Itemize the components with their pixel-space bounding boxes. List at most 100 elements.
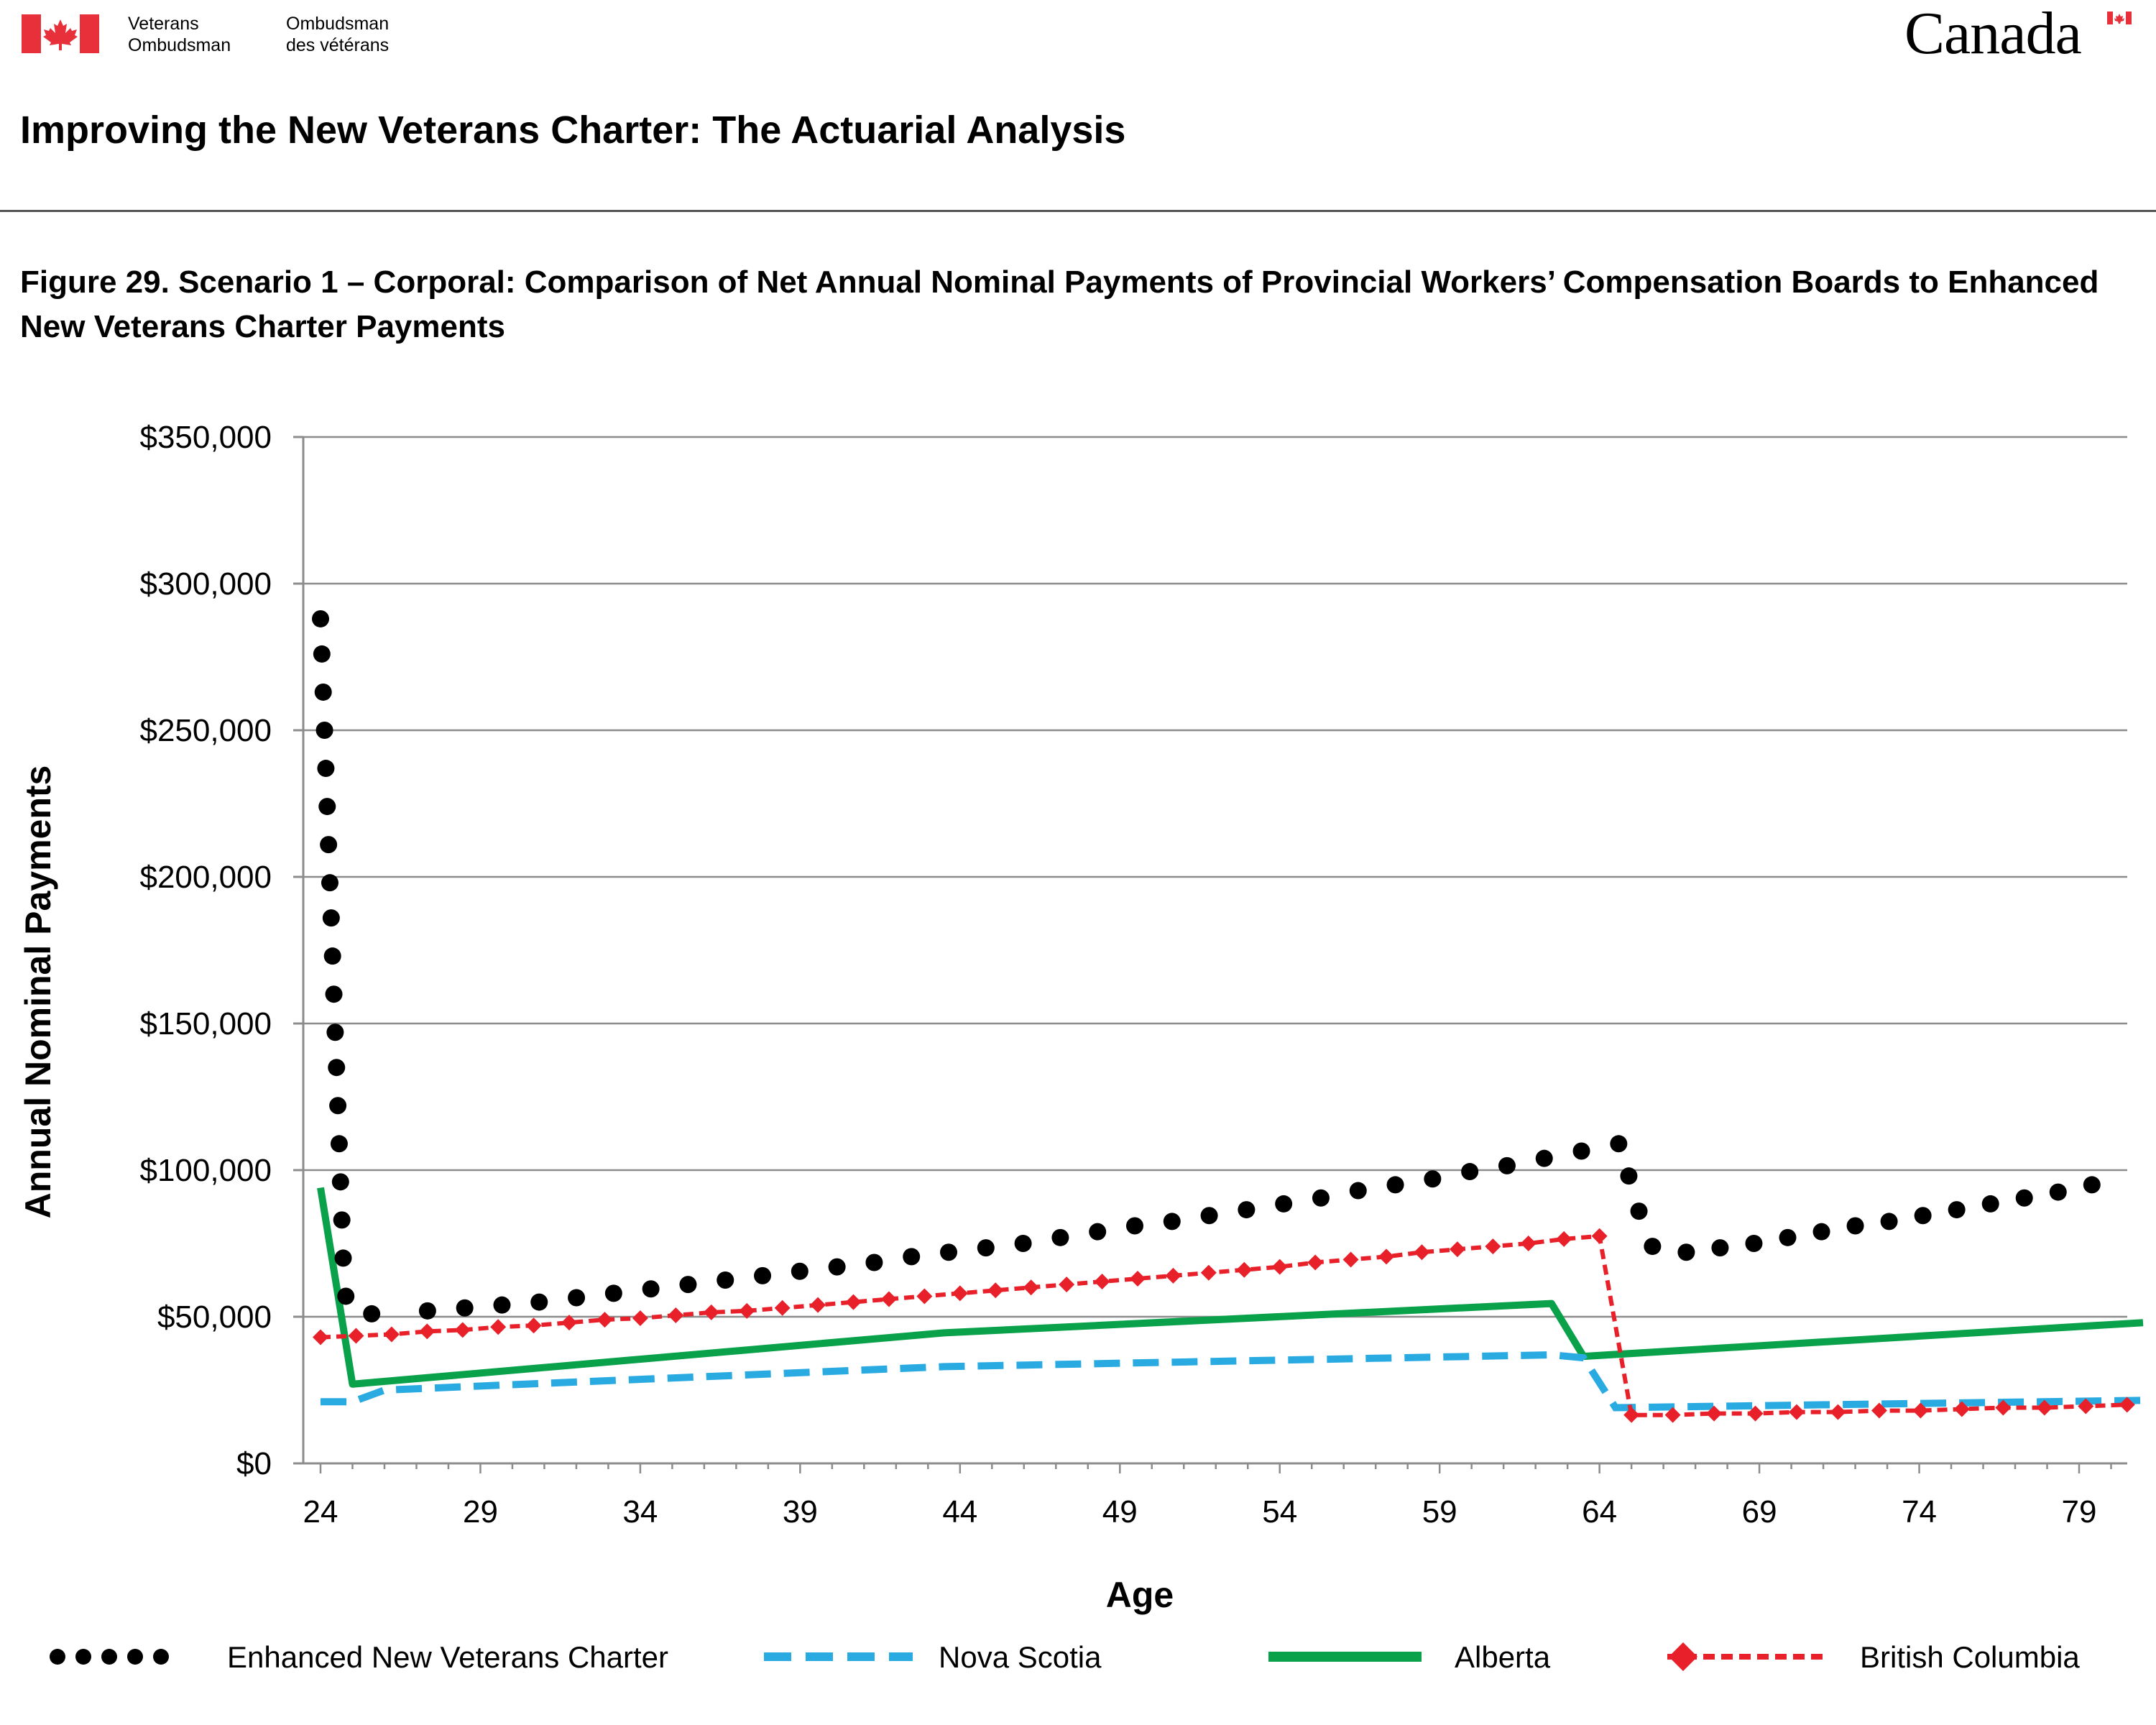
data-point-enhanced-nvc [1981,1195,1999,1213]
data-point-enhanced-nvc [1238,1201,1256,1219]
data-point-enhanced-nvc [1948,1201,1966,1219]
data-point-british-columbia [1307,1254,1324,1271]
data-point-enhanced-nvc [1779,1228,1797,1246]
figure-title: Figure 29. Scenario 1 – Corporal: Compar… [20,264,2099,344]
data-point-british-columbia [348,1328,364,1344]
data-point-enhanced-nvc [1677,1243,1695,1261]
data-point-enhanced-nvc [1163,1213,1181,1230]
data-point-british-columbia [2036,1399,2053,1416]
data-point-british-columbia [2078,1398,2094,1414]
data-point-enhanced-nvc [1644,1238,1662,1256]
data-point-british-columbia [383,1326,400,1343]
data-point-enhanced-nvc [326,1024,344,1041]
data-point-british-columbia [561,1315,578,1331]
data-point-british-columbia [596,1312,613,1328]
wordmark-flag-right [2126,12,2132,24]
data-point-enhanced-nvc [1745,1235,1763,1252]
data-point-british-columbia [1953,1401,1970,1417]
data-point-british-columbia [454,1322,471,1338]
data-point-british-columbia [1664,1407,1681,1423]
data-point-enhanced-nvc [493,1296,511,1314]
data-point-british-columbia [668,1307,684,1323]
wordmark-flag-left [2107,12,2113,24]
data-point-enhanced-nvc [1610,1135,1628,1153]
x-tick-label: 24 [303,1494,338,1530]
x-tick-label: 54 [1262,1494,1297,1530]
y-tick-label: $150,000 [139,1006,272,1041]
data-point-british-columbia [1623,1407,1640,1423]
data-point-british-columbia [1485,1238,1501,1255]
data-point-enhanced-nvc [568,1289,586,1307]
data-point-british-columbia [1094,1274,1110,1290]
x-axis-title: Age [1106,1575,1174,1615]
legend-swatch-enhanced-nvc [127,1649,143,1665]
data-point-enhanced-nvc [1200,1207,1218,1225]
data-point-enhanced-nvc [331,1173,349,1191]
data-point-enhanced-nvc [1620,1167,1638,1185]
data-point-enhanced-nvc [2049,1183,2067,1201]
data-point-enhanced-nvc [1535,1149,1553,1167]
legend-swatch-british-columbia-marker [1669,1642,1697,1671]
y-tick-label: $350,000 [139,420,272,455]
x-tick-label: 64 [1582,1494,1617,1530]
y-tick-label: $0 [236,1446,272,1481]
data-point-british-columbia [1449,1241,1465,1258]
org-name-french-line2: des vétérans [286,35,390,55]
data-point-enhanced-nvc [1424,1170,1442,1188]
data-point-british-columbia [810,1297,826,1313]
data-point-enhanced-nvc [456,1299,474,1317]
legend-label-british-columbia: British Columbia [1860,1640,2080,1674]
data-point-enhanced-nvc [642,1280,660,1298]
data-point-british-columbia [1995,1399,2012,1416]
data-point-enhanced-nvc [1275,1195,1293,1213]
legend-label-alberta: Alberta [1455,1640,1551,1674]
data-point-british-columbia [1378,1248,1395,1265]
data-point-british-columbia [419,1323,436,1340]
data-point-british-columbia [880,1291,897,1307]
data-point-enhanced-nvc [865,1254,883,1271]
org-name-english-line1: Veterans [128,14,199,34]
data-point-british-columbia [1871,1402,1887,1419]
data-point-enhanced-nvc [318,798,336,816]
data-point-british-columbia [490,1319,507,1335]
data-point-enhanced-nvc [1812,1223,1830,1241]
data-point-british-columbia [845,1294,862,1310]
org-name-english-line2: Ombudsman [128,35,231,55]
data-point-enhanced-nvc [1914,1207,1932,1225]
series-alberta-line [317,1187,2144,1388]
data-point-british-columbia [1520,1236,1537,1251]
data-point-british-columbia [987,1282,1004,1299]
data-point-enhanced-nvc [1312,1189,1330,1207]
data-point-enhanced-nvc [828,1258,846,1276]
y-tick-label: $100,000 [139,1153,272,1188]
data-point-enhanced-nvc [903,1248,921,1266]
data-point-enhanced-nvc [1880,1213,1898,1230]
data-point-enhanced-nvc [2015,1189,2033,1207]
data-point-british-columbia [1788,1404,1805,1420]
data-point-british-columbia [1414,1244,1430,1261]
data-point-enhanced-nvc [1051,1228,1069,1246]
data-point-british-columbia [632,1310,648,1327]
data-point-enhanced-nvc [325,985,343,1003]
data-point-british-columbia [1023,1279,1039,1296]
data-point-enhanced-nvc [312,610,329,627]
x-tick-label: 34 [622,1494,658,1530]
data-point-british-columbia [1200,1264,1217,1281]
x-tick-label: 49 [1102,1494,1138,1530]
data-point-enhanced-nvc [2083,1176,2101,1194]
data-point-british-columbia [313,1329,328,1346]
data-point-british-columbia [525,1317,542,1334]
data-point-enhanced-nvc [604,1284,622,1302]
data-point-enhanced-nvc [328,1059,346,1077]
data-point-enhanced-nvc [1572,1142,1590,1160]
data-point-enhanced-nvc [717,1271,734,1289]
data-point-enhanced-nvc [791,1262,808,1280]
data-point-enhanced-nvc [1498,1156,1516,1174]
data-point-enhanced-nvc [330,1135,348,1153]
data-point-enhanced-nvc [323,947,341,965]
data-point-enhanced-nvc [321,874,338,892]
legend-swatch-enhanced-nvc [50,1649,65,1665]
data-point-enhanced-nvc [754,1266,772,1284]
wordmark-leaf-icon [2114,14,2124,24]
